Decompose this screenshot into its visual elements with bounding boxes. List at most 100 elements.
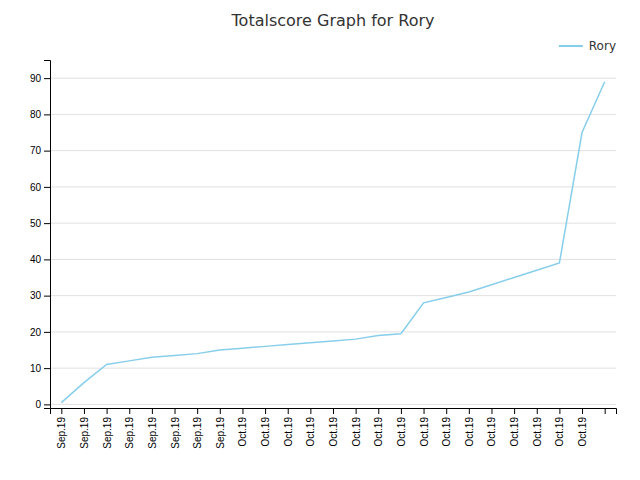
y-tick-mark bbox=[44, 78, 50, 79]
grid-line bbox=[50, 368, 616, 369]
x-tick-label: Oct.19 bbox=[464, 417, 475, 447]
y-tick: 20 bbox=[30, 327, 50, 338]
y-tick-label: 90 bbox=[30, 73, 42, 84]
x-tick-mark bbox=[242, 408, 243, 414]
x-tick: Oct.19 bbox=[351, 408, 362, 446]
x-tick-label: Sep.19 bbox=[192, 417, 203, 449]
x-tick-label: Oct.19 bbox=[237, 417, 248, 447]
legend-item: Rory bbox=[559, 39, 616, 53]
x-tick-mark bbox=[84, 408, 85, 414]
x-tick: Oct.19 bbox=[373, 408, 384, 446]
y-tick: 0 bbox=[35, 399, 50, 410]
x-tick: Sep.19 bbox=[192, 408, 203, 449]
x-tick-label: Sep.19 bbox=[79, 417, 90, 449]
y-tick: 70 bbox=[30, 145, 50, 156]
x-tick-label: Oct.19 bbox=[373, 417, 384, 447]
x-tick: Oct.19 bbox=[260, 408, 271, 446]
grid-line bbox=[50, 150, 616, 151]
y-tick-mark bbox=[44, 151, 50, 152]
y-tick-mark bbox=[44, 404, 50, 405]
y-tick: 10 bbox=[30, 363, 50, 374]
x-tick-mark bbox=[220, 408, 221, 414]
x-tick-mark bbox=[265, 408, 266, 414]
y-axis: 0 10 20 30 40 50 60 70 80 90 bbox=[30, 61, 51, 411]
grid-line bbox=[50, 114, 616, 115]
x-tick-label: Oct.19 bbox=[260, 417, 271, 447]
grid-line bbox=[50, 78, 616, 79]
x-tick: Oct.19 bbox=[509, 408, 520, 446]
y-tick-label: 40 bbox=[30, 254, 42, 265]
x-axis: Sep.19 Sep.19 Sep.19 Sep.19 Sep.19 Sep.19 Sep.… bbox=[51, 408, 617, 449]
legend-swatch bbox=[559, 45, 583, 47]
y-tick: 40 bbox=[30, 254, 50, 265]
x-tick-label: Sep.19 bbox=[124, 417, 135, 449]
y-tick-mark bbox=[44, 114, 50, 115]
y-tick: 80 bbox=[30, 109, 50, 120]
x-tick-mark bbox=[424, 408, 425, 414]
x-tick-mark bbox=[378, 408, 379, 414]
x-tick-mark bbox=[175, 408, 176, 414]
x-tick-label: Oct.19 bbox=[554, 417, 565, 447]
grid-line bbox=[50, 223, 616, 224]
x-tick: Oct.19 bbox=[396, 408, 407, 446]
title: Totalscore Graph for Rory bbox=[231, 11, 435, 30]
x-tick-label: Oct.19 bbox=[509, 417, 520, 447]
x-tick-mark bbox=[401, 408, 402, 414]
x-tick-mark bbox=[152, 408, 153, 414]
x-tick: Sep.19 bbox=[215, 408, 226, 449]
x-tick-label: Oct.19 bbox=[396, 417, 407, 447]
x-tick-mark bbox=[446, 408, 447, 414]
x-tick: Oct.19 bbox=[486, 408, 497, 446]
y-tick-label: 0 bbox=[35, 399, 41, 410]
x-tick-label: Oct.19 bbox=[419, 417, 430, 447]
x-axis-line bbox=[51, 409, 617, 415]
x-tick: Sep.19 bbox=[124, 408, 135, 449]
x-tick-mark bbox=[537, 408, 538, 414]
y-tick: 90 bbox=[30, 73, 50, 84]
legend-label: Rory bbox=[589, 39, 616, 53]
grid bbox=[50, 78, 616, 404]
x-tick: Oct.19 bbox=[532, 408, 543, 446]
x-tick-mark bbox=[129, 408, 130, 414]
x-tick-label: Oct.19 bbox=[283, 417, 294, 447]
x-tick-mark bbox=[333, 408, 334, 414]
legend: Rory bbox=[559, 39, 616, 53]
x-tick: Oct.19 bbox=[419, 408, 430, 446]
x-tick-mark bbox=[582, 408, 583, 414]
x-tick-mark bbox=[356, 408, 357, 414]
y-tick-label: 80 bbox=[30, 109, 42, 120]
y-tick-mark bbox=[44, 259, 50, 260]
y-tick-mark bbox=[44, 332, 50, 333]
x-tick: Oct.19 bbox=[577, 408, 588, 446]
x-tick-label: Sep.19 bbox=[147, 417, 158, 449]
x-tick-mark bbox=[61, 408, 62, 414]
x-tick-mark bbox=[197, 408, 198, 414]
y-tick: 50 bbox=[30, 218, 50, 229]
x-tick-label: Sep.19 bbox=[56, 417, 67, 449]
x-tick-label: Sep.19 bbox=[102, 417, 113, 449]
y-tick-mark bbox=[44, 296, 50, 297]
y-tick-label: 60 bbox=[30, 182, 42, 193]
x-tick-mark bbox=[559, 408, 560, 414]
x-tick-mark bbox=[288, 408, 289, 414]
x-tick-mark bbox=[491, 408, 492, 414]
y-axis-line bbox=[44, 61, 51, 409]
x-tick-label: Oct.19 bbox=[441, 417, 452, 447]
marks bbox=[61, 82, 604, 403]
y-tick-mark bbox=[44, 187, 50, 188]
grid-line bbox=[50, 186, 616, 187]
x-tick-label: Oct.19 bbox=[305, 417, 316, 447]
x-tick: Oct.19 bbox=[283, 408, 294, 446]
x-tick-label: Oct.19 bbox=[532, 417, 543, 447]
x-tick: Oct.19 bbox=[554, 408, 565, 446]
x-tick-label: Sep.19 bbox=[215, 417, 226, 449]
y-tick-label: 30 bbox=[30, 290, 42, 301]
x-tick-mark bbox=[605, 408, 606, 414]
y-tick: 60 bbox=[30, 182, 50, 193]
x-tick-label: Oct.19 bbox=[351, 417, 362, 447]
y-tick-label: 10 bbox=[30, 363, 42, 374]
y-tick-mark bbox=[44, 368, 50, 369]
x-tick-mark bbox=[107, 408, 108, 414]
x-tick: Oct.19 bbox=[441, 408, 452, 446]
x-tick: Sep.19 bbox=[79, 408, 90, 449]
